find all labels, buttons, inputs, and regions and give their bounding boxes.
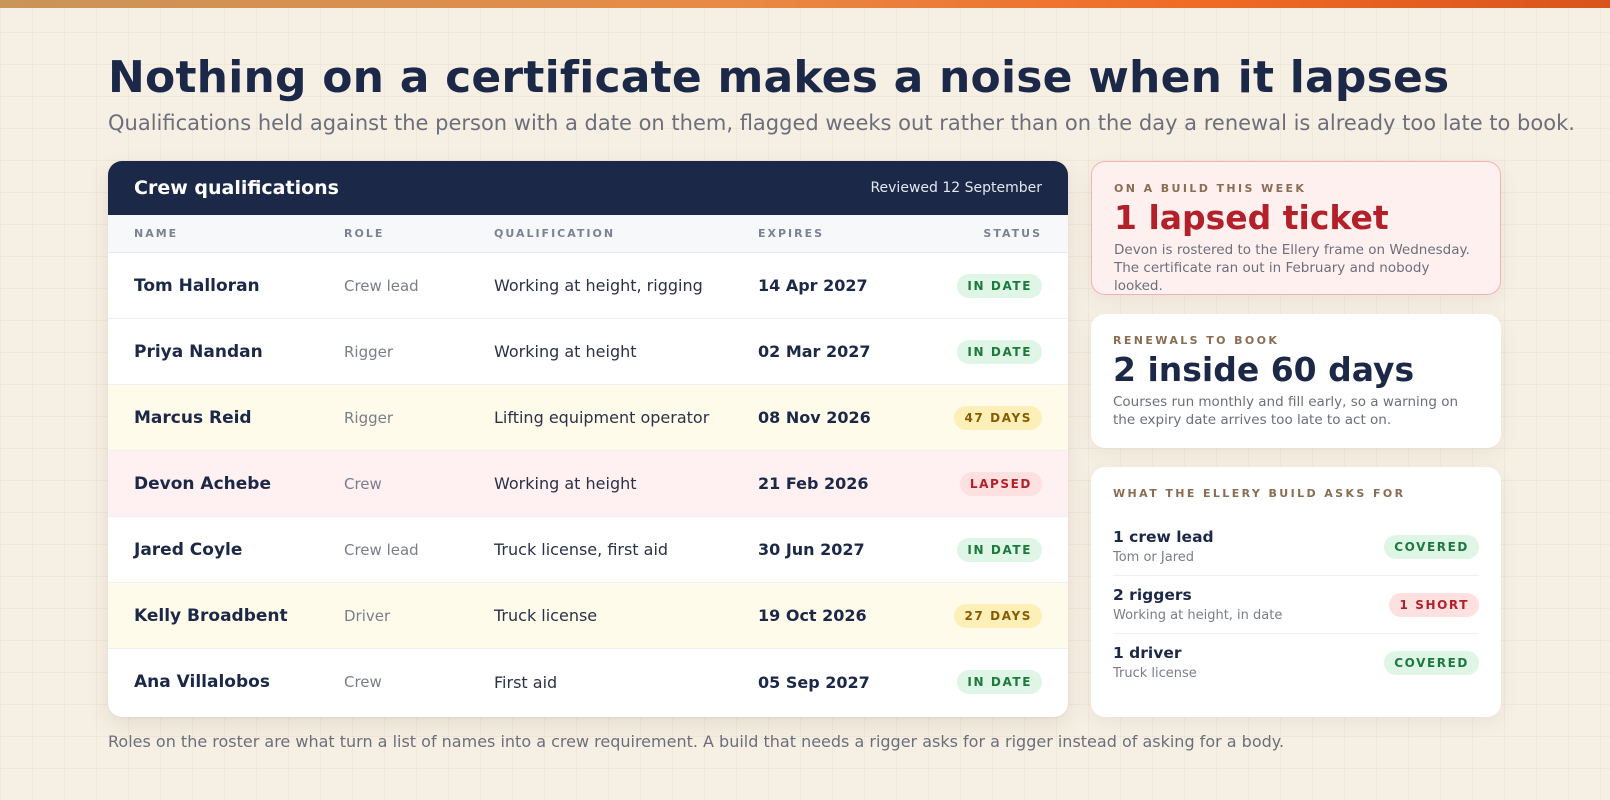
crew-name: Tom Halloran [134, 275, 260, 296]
column-header-qualification[interactable]: QUALIFICATION [494, 227, 616, 240]
requirement-title: 1 driver [1113, 644, 1182, 662]
crew-name: Ana Villalobos [134, 672, 270, 692]
column-header-status[interactable]: STATUS [983, 227, 1042, 240]
alert-description: Devon is rostered to the Ellery frame on… [1114, 242, 1470, 294]
table-row[interactable]: Ana Villalobos Crew First aid 05 Sep 202… [108, 649, 1068, 715]
crew-role: Rigger [344, 408, 394, 427]
status-badge: 27 DAYS [954, 603, 1042, 628]
crew-name: Marcus Reid [134, 407, 252, 428]
table-title: Crew qualifications [134, 177, 339, 199]
requirement-detail: Truck license [1113, 666, 1197, 681]
page-subtitle: Qualifications held against the person w… [108, 111, 1575, 135]
expiry-date: 08 Nov 2026 [758, 408, 871, 427]
column-header-expires[interactable]: EXPIRES [758, 227, 825, 240]
crew-role: Crew [344, 474, 382, 493]
table-row[interactable]: Tom Halloran Crew lead Working at height… [108, 253, 1068, 319]
top-accent-bar [0, 0, 1610, 8]
status-badge: IN DATE [957, 339, 1042, 364]
requirement-detail: Working at height, in date [1113, 608, 1283, 623]
crew-role: Driver [344, 606, 391, 625]
crew-qualifications-table: Crew qualifications Reviewed 12 Septembe… [108, 161, 1068, 717]
crew-qualification: Lifting equipment operator [494, 408, 710, 427]
requirement-title: 1 crew lead [1113, 528, 1214, 546]
crew-role: Crew lead [344, 540, 419, 559]
build-requirements-card: WHAT THE ELLERY BUILD ASKS FOR 1 crew le… [1091, 467, 1501, 717]
requirements-list: 1 crew lead Tom or Jared COVERED 2 rigge… [1113, 518, 1479, 691]
status-badge: IN DATE [957, 273, 1042, 298]
requirement-detail: Tom or Jared [1113, 550, 1195, 565]
crew-qualification: Truck license, first aid [494, 540, 669, 559]
crew-name: Kelly Broadbent [134, 605, 288, 626]
status-badge: LAPSED [959, 471, 1042, 496]
requirement-item: 1 crew lead Tom or Jared COVERED [1113, 518, 1479, 576]
alert-headline: 1 lapsed ticket [1114, 198, 1389, 237]
page-title: Nothing on a certificate makes a noise w… [108, 52, 1450, 103]
crew-qualification: Working at height [494, 474, 637, 493]
requirement-item: 1 driver Truck license COVERED [1113, 634, 1479, 691]
crew-role: Crew [344, 673, 382, 691]
crew-qualification: Working at height [494, 342, 637, 361]
crew-name: Jared Coyle [134, 539, 243, 560]
footer-note: Roles on the roster are what turn a list… [108, 732, 1285, 751]
requirement-status-badge: COVERED [1384, 650, 1479, 675]
crew-qualification: Truck license [494, 606, 598, 625]
requirement-title: 2 riggers [1113, 586, 1192, 604]
status-badge: IN DATE [957, 670, 1042, 694]
crew-role: Rigger [344, 342, 394, 361]
renewals-description: Courses run monthly and fill early, so a… [1113, 394, 1459, 428]
table-row[interactable]: Marcus Reid Rigger Lifting equipment ope… [108, 385, 1068, 451]
renewals-card: RENEWALS TO BOOK 2 inside 60 days Course… [1091, 314, 1501, 448]
alert-eyebrow: ON A BUILD THIS WEEK [1114, 182, 1307, 195]
reviewed-date: Reviewed 12 September [870, 180, 1042, 196]
requirement-item: 2 riggers Working at height, in date 1 S… [1113, 576, 1479, 634]
renewals-eyebrow: RENEWALS TO BOOK [1113, 334, 1280, 347]
expiry-date: 19 Oct 2026 [758, 606, 867, 625]
requirement-status-badge: 1 SHORT [1389, 592, 1479, 617]
crew-name: Priya Nandan [134, 341, 263, 362]
table-row[interactable]: Priya Nandan Rigger Working at height 02… [108, 319, 1068, 385]
crew-name: Devon Achebe [134, 473, 271, 494]
column-headers: NAME ROLE QUALIFICATION EXPIRES STATUS [108, 215, 1068, 253]
requirement-status-badge: COVERED [1384, 534, 1479, 559]
status-badge: 47 DAYS [954, 405, 1042, 430]
table-header: Crew qualifications Reviewed 12 Septembe… [108, 161, 1068, 215]
expiry-date: 30 Jun 2027 [758, 540, 865, 559]
status-badge: IN DATE [957, 537, 1042, 562]
renewals-headline: 2 inside 60 days [1113, 350, 1415, 389]
table-row[interactable]: Devon Achebe Crew Working at height 21 F… [108, 451, 1068, 517]
crew-qualification: First aid [494, 672, 558, 692]
crew-role: Crew lead [344, 276, 419, 295]
expiry-date: 05 Sep 2027 [758, 672, 870, 692]
crew-qualification: Working at height, rigging [494, 276, 703, 295]
table-row[interactable]: Kelly Broadbent Driver Truck license 19 … [108, 583, 1068, 649]
expiry-date: 14 Apr 2027 [758, 276, 868, 295]
requirements-eyebrow: WHAT THE ELLERY BUILD ASKS FOR [1113, 487, 1406, 500]
lapsed-alert-card: ON A BUILD THIS WEEK 1 lapsed ticket Dev… [1091, 161, 1501, 295]
column-header-name[interactable]: NAME [134, 227, 179, 240]
column-header-role[interactable]: ROLE [344, 227, 385, 240]
expiry-date: 21 Feb 2026 [758, 474, 869, 493]
table-row[interactable]: Jared Coyle Crew lead Truck license, fir… [108, 517, 1068, 583]
expiry-date: 02 Mar 2027 [758, 342, 871, 361]
